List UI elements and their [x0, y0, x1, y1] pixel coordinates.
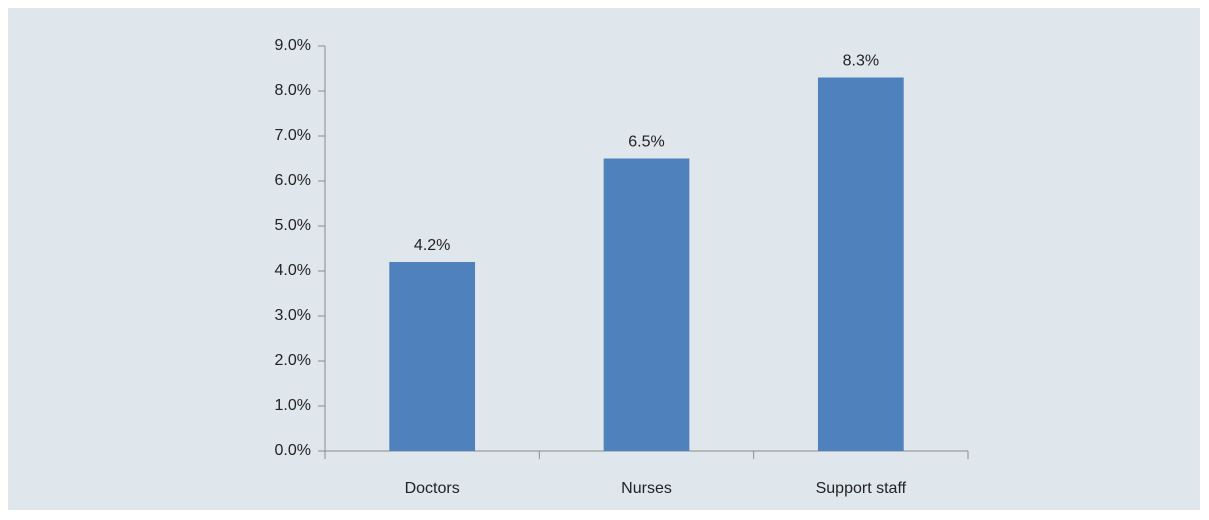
value-label: 6.5% — [628, 134, 664, 151]
y-tick-label: 6.0% — [275, 172, 311, 189]
y-tick-label: 4.0% — [275, 262, 311, 279]
y-tick-label: 9.0% — [275, 37, 311, 54]
y-tick-label: 0.0% — [275, 442, 311, 459]
y-tick-label: 8.0% — [275, 82, 311, 99]
x-tick-label: Doctors — [405, 480, 460, 497]
bar — [603, 158, 690, 451]
y-tick-label: 2.0% — [275, 352, 311, 369]
value-label: 4.2% — [414, 237, 450, 254]
y-tick-label: 5.0% — [275, 217, 311, 234]
y-tick-label: 3.0% — [275, 307, 311, 324]
y-tick-label: 1.0% — [275, 397, 311, 414]
x-tick-label: Support staff — [816, 480, 907, 497]
value-label: 8.3% — [843, 53, 879, 70]
bar — [389, 262, 476, 451]
y-tick-label: 7.0% — [275, 127, 311, 144]
x-tick-label: Nurses — [621, 480, 672, 497]
bar — [817, 77, 904, 451]
